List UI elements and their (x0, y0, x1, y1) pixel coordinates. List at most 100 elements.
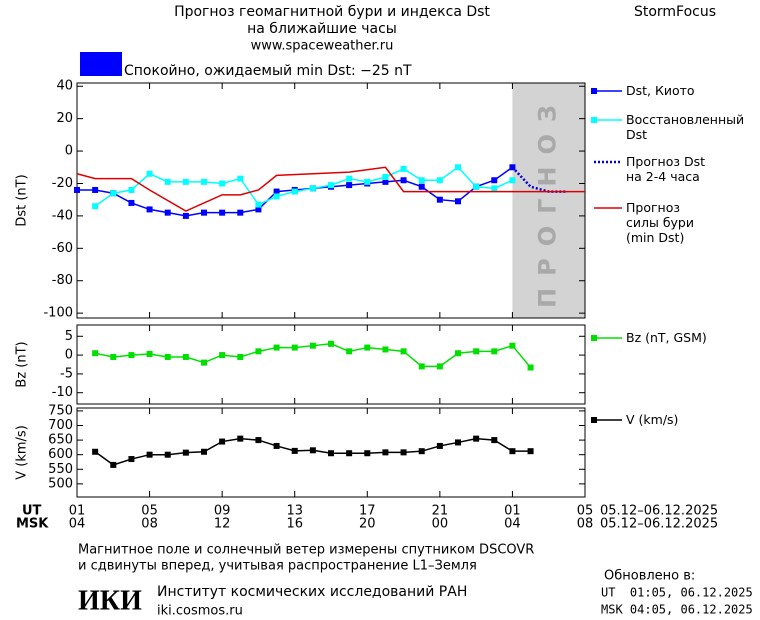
data-point (400, 348, 407, 355)
data-point (509, 448, 516, 455)
data-point (273, 193, 280, 200)
data-point (201, 359, 207, 366)
data-point (491, 185, 498, 192)
legend-marker (591, 417, 597, 423)
data-point (291, 188, 298, 195)
legend-label: Прогноз силы бури (min Dst) (626, 200, 694, 245)
x-tick-label: 08 (577, 517, 594, 532)
x-tick-label: 01 (69, 504, 86, 519)
y-tick-label: -100 (43, 306, 73, 321)
data-point (219, 180, 226, 187)
data-point (146, 170, 153, 177)
date-range: 05.12–06.12.2025 (600, 517, 718, 532)
y-tick-label: -80 (52, 273, 73, 288)
data-point (309, 447, 316, 454)
legend-marker (591, 117, 597, 123)
data-point (346, 182, 353, 189)
data-point (400, 165, 407, 172)
data-point (201, 448, 207, 455)
x-tick-label: 13 (286, 504, 303, 519)
x-tick-label: 00 (432, 517, 449, 532)
data-point (110, 190, 117, 197)
data-point (110, 353, 117, 360)
plot-frame (76, 324, 586, 405)
title: Прогноз геомагнитной бури и индекса Dst (174, 4, 490, 20)
data-point (237, 175, 244, 182)
data-point (273, 442, 280, 449)
data-point (291, 344, 298, 351)
status-swatch (80, 52, 122, 76)
data-point (418, 183, 425, 190)
y-axis-label: Dst (nT) (15, 174, 30, 226)
y-tick-label: 500 (48, 476, 73, 491)
data-point (455, 439, 461, 446)
y-tick-label: 600 (48, 447, 73, 462)
data-point (418, 448, 425, 455)
data-point (146, 206, 153, 213)
x-tick-label: 12 (214, 517, 231, 532)
forecast-band (512, 83, 585, 318)
y-tick-label: 650 (48, 433, 73, 448)
y-tick-label: -20 (52, 176, 73, 191)
data-point (382, 346, 389, 353)
y-tick-label: 0 (65, 348, 73, 363)
legend-marker (591, 88, 597, 94)
data-point (255, 437, 262, 444)
y-tick-label: 5 (65, 329, 73, 344)
data-point (364, 178, 371, 185)
x-tick-label: 04 (504, 517, 521, 532)
data-point (418, 177, 425, 184)
legend-label: Восстановленный Dst (626, 112, 745, 142)
legend-marker (591, 335, 597, 341)
legend-label: Bz (nT, GSM) (626, 330, 707, 345)
footer-note: Магнитное поле и солнечный ветер измерен… (78, 543, 534, 558)
data-point (400, 449, 407, 456)
data-point (473, 348, 480, 355)
data-point (527, 364, 534, 371)
status-text: Спокойно, ожидаемый min Dst: −25 nT (124, 63, 412, 79)
data-point (509, 177, 516, 184)
legend-label: Dst, Киото (626, 83, 695, 98)
updated-label: Обновлено в: (604, 569, 695, 584)
data-point (400, 177, 407, 184)
site: www.spaceweather.ru (251, 39, 394, 54)
data-point (201, 178, 207, 185)
data-point (237, 209, 244, 216)
data-point (436, 442, 443, 449)
data-point (473, 435, 480, 442)
data-point (182, 212, 189, 219)
y-axis-label: Bz (nT) (15, 341, 30, 387)
data-point (346, 450, 353, 457)
data-point (164, 353, 171, 360)
y-tick-label: 700 (48, 418, 73, 433)
data-point (473, 183, 480, 190)
data-point (255, 348, 262, 355)
data-point (255, 206, 262, 213)
data-point (219, 438, 226, 445)
data-point (219, 352, 226, 359)
data-point (491, 348, 498, 355)
plot-frame (76, 407, 586, 498)
updated-msk: MSK 04:05, 06.12.2025 (601, 603, 753, 617)
x-axis-label: MSK (16, 517, 49, 532)
logo: ИКИ (78, 585, 142, 616)
data-point (92, 350, 99, 357)
data-point (146, 451, 153, 458)
y-tick-label: 0 (65, 144, 73, 159)
data-point (128, 199, 135, 206)
data-point (436, 363, 443, 370)
brand: StormFocus (634, 4, 716, 20)
y-tick-label: 550 (48, 462, 73, 477)
data-point (164, 178, 171, 185)
x-axis-label: UT (22, 504, 42, 519)
data-point (146, 350, 153, 357)
institute-url: iki.cosmos.ru (157, 604, 243, 619)
x-tick-label: 16 (286, 517, 303, 532)
data-point (527, 448, 534, 455)
data-point (455, 350, 461, 357)
data-point (92, 203, 99, 210)
data-point (491, 437, 498, 444)
updated-ut: UT 01:05, 06.12.2025 (601, 586, 753, 600)
institute: Институт космических исследований РАН (157, 584, 467, 600)
data-point (201, 209, 207, 216)
